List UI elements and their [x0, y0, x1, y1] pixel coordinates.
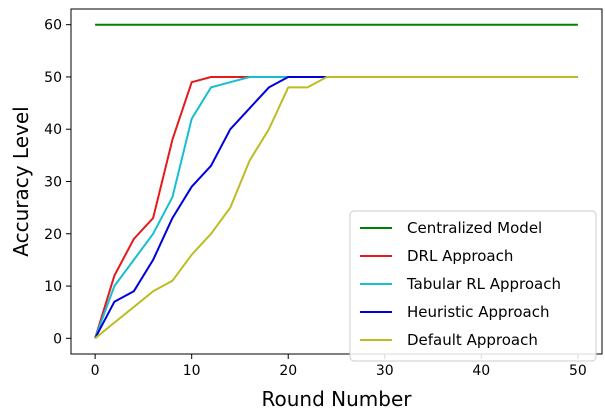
y-tick-label: 0 — [53, 331, 62, 347]
x-tick-label: 20 — [279, 363, 297, 379]
legend-box — [349, 210, 597, 362]
y-tick-label: 40 — [44, 122, 62, 138]
legend: Centralized Model DRL Approach Tabular RL … — [349, 210, 597, 362]
y-tick-label: 60 — [44, 18, 62, 34]
y-tick-label: 20 — [44, 227, 62, 243]
legend-label: Default Approach — [407, 331, 538, 349]
x-tick-label: 30 — [376, 363, 394, 379]
x-axis-label: Round Number — [262, 387, 413, 411]
x-tick-label: 40 — [472, 363, 490, 379]
x-axis: 0 10 20 30 40 50 — [91, 354, 587, 379]
series-line-default-approach — [94, 76, 578, 340]
y-axis: 0 10 20 30 40 50 60 — [44, 18, 71, 347]
legend-label: Tabular RL Approach — [406, 275, 561, 293]
series-line-tabular-rl-approach — [94, 76, 578, 339]
y-tick-label: 30 — [44, 175, 62, 191]
series-line-heuristic-approach — [94, 76, 578, 339]
legend-label: Heuristic Approach — [407, 303, 550, 321]
x-tick-label: 0 — [91, 363, 100, 379]
legend-label: Centralized Model — [407, 219, 542, 237]
y-tick-label: 10 — [44, 279, 62, 295]
y-axis-label: Accuracy Level — [9, 106, 33, 256]
y-tick-label: 50 — [44, 70, 62, 86]
legend-label: DRL Approach — [407, 247, 513, 265]
series-layer — [94, 23, 578, 340]
x-tick-label: 50 — [569, 363, 587, 379]
x-tick-label: 10 — [183, 363, 201, 379]
